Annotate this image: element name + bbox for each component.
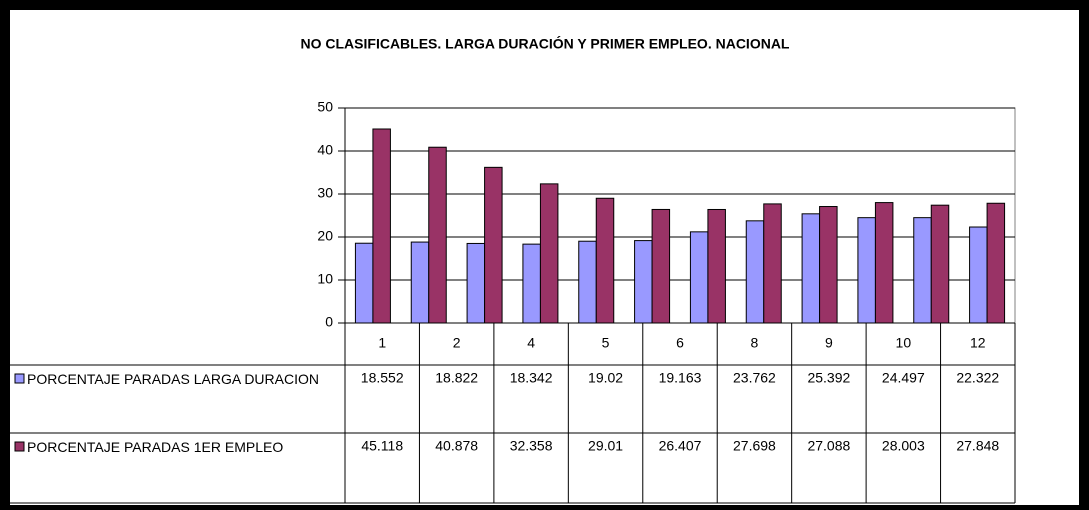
bar (372, 128, 391, 324)
bar (930, 204, 950, 324)
bar (428, 146, 447, 324)
bar (969, 226, 988, 324)
plot-area (344, 107, 1016, 324)
chart-title: NO CLASIFICABLES. LARGA DURACIÓN Y PRIME… (301, 35, 790, 52)
data-label: 28.003 (882, 438, 925, 454)
bar (689, 231, 709, 324)
x-tick-label: 10 (896, 335, 912, 351)
data-label: 32.358 (510, 438, 553, 454)
bar (707, 208, 726, 324)
bar (651, 208, 671, 324)
legend-entry: PORCENTAJE PARADAS 1ER EMPLEO (27, 439, 284, 455)
bar (354, 242, 374, 324)
legend-label: PORCENTAJE PARADAS 1ER EMPLEO (27, 439, 284, 455)
data-label: 45.118 (361, 438, 403, 454)
x-tick-label: 12 (970, 335, 986, 351)
bar (913, 217, 932, 324)
data-label: 19.163 (659, 370, 702, 386)
data-label: 27.698 (733, 438, 776, 454)
x-tick-label: 9 (825, 335, 833, 351)
data-label: 18.342 (510, 370, 553, 386)
legend-swatch (14, 373, 25, 384)
data-label: 29.01 (588, 438, 623, 454)
bar (801, 213, 821, 324)
y-tick-label: 30 (317, 185, 333, 201)
legend-entry: PORCENTAJE PARADAS LARGA DURACION (27, 371, 319, 387)
data-label: 19.02 (588, 370, 623, 386)
data-label: 27.848 (956, 438, 999, 454)
bar (745, 220, 765, 324)
x-tick-label: 5 (602, 335, 610, 351)
bar (819, 206, 838, 324)
data-label: 18.552 (361, 370, 404, 386)
x-tick-label: 1 (378, 335, 386, 351)
data-label: 27.088 (807, 438, 850, 454)
data-label: 18.822 (435, 370, 478, 386)
data-label: 40.878 (435, 438, 478, 454)
data-label: 22.322 (956, 370, 999, 386)
data-label: 26.407 (659, 438, 702, 454)
bar (874, 202, 894, 324)
data-label: 23.762 (733, 370, 776, 386)
bar (522, 243, 541, 324)
bar (484, 166, 503, 324)
legend-swatch (14, 441, 25, 452)
x-tick-label: 2 (453, 335, 461, 351)
bar (466, 242, 486, 324)
bar (539, 183, 559, 324)
bar (857, 217, 876, 324)
y-tick-label: 50 (317, 99, 333, 115)
bar (595, 197, 615, 324)
x-tick-label: 6 (676, 335, 684, 351)
legend-label: PORCENTAJE PARADAS LARGA DURACION (27, 371, 319, 387)
bar (763, 203, 782, 324)
y-tick-label: 10 (317, 271, 333, 287)
y-tick-label: 20 (317, 228, 333, 244)
x-tick-label: 8 (751, 335, 759, 351)
y-tick-label: 40 (317, 142, 333, 158)
bar (410, 241, 430, 324)
x-tick-label: 4 (527, 335, 535, 351)
data-label: 25.392 (807, 370, 850, 386)
y-tick-label: 0 (325, 314, 333, 330)
bar (634, 240, 653, 324)
bar (578, 240, 597, 324)
bar (986, 202, 1006, 324)
data-label: 24.497 (882, 370, 925, 386)
